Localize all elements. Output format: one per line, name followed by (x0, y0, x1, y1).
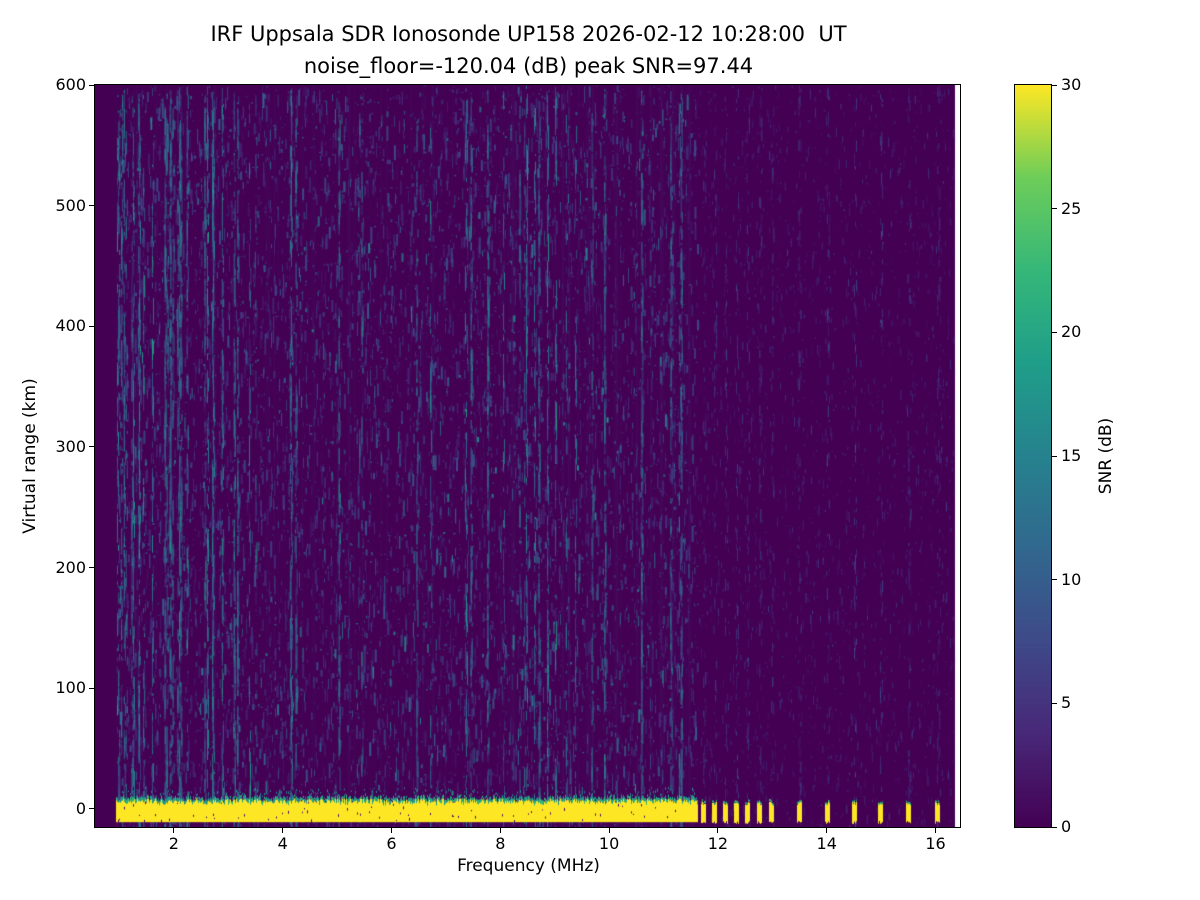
x-tick-mark (608, 828, 610, 833)
x-tick-mark (826, 828, 828, 833)
colorbar-tick-mark (1052, 702, 1057, 704)
x-tick-label: 4 (277, 834, 288, 853)
y-tick-mark (89, 808, 94, 810)
colorbar-tick-mark (1052, 331, 1057, 333)
x-tick-label: 6 (386, 834, 397, 853)
y-tick-label: 500 (55, 195, 86, 215)
x-tick-mark (935, 828, 937, 833)
y-tick-mark (89, 325, 94, 327)
chart-title: IRF Uppsala SDR Ionosonde UP158 2026-02-… (95, 18, 962, 82)
x-tick-label: 12 (707, 834, 729, 853)
chart-title-line1: IRF Uppsala SDR Ionosonde UP158 2026-02-… (210, 22, 847, 46)
colorbar-tick-mark (1052, 455, 1057, 457)
y-tick-mark (89, 687, 94, 689)
y-tick-label: 400 (55, 316, 86, 336)
colorbar-tick-mark (1052, 579, 1057, 581)
y-tick-label: 600 (55, 75, 86, 94)
y-tick-mark (89, 446, 94, 448)
x-tick-label: 16 (925, 834, 946, 853)
x-tick-label: 14 (816, 834, 837, 853)
x-axis-label: Frequency (MHz) (457, 856, 600, 876)
x-tick-label: 8 (495, 834, 506, 853)
chart-title-line2: noise_floor=-120.04 (dB) peak SNR=97.44 (303, 54, 754, 78)
y-tick-mark (89, 205, 94, 207)
x-tick-mark (282, 828, 284, 833)
colorbar-tick-label: 20 (1061, 322, 1082, 342)
x-tick-mark (499, 828, 501, 833)
x-tick-mark (173, 828, 175, 833)
colorbar-tick-mark (1052, 826, 1057, 828)
colorbar-tick-label: 30 (1061, 75, 1082, 94)
colorbar-gradient-canvas (1015, 85, 1051, 827)
y-tick-label: 300 (55, 436, 86, 456)
y-tick-mark (89, 567, 94, 569)
x-tick-label: 10 (598, 834, 620, 853)
colorbar-tick-mark (1052, 84, 1057, 86)
plot-area (94, 84, 961, 828)
colorbar-tick-label: 25 (1061, 198, 1082, 218)
colorbar-tick-label: 10 (1061, 569, 1082, 589)
ionogram-heatmap-canvas (95, 85, 960, 827)
colorbar-tick-label: 0 (1061, 817, 1072, 836)
y-tick-label: 0 (75, 798, 86, 818)
x-tick-label: 2 (168, 834, 179, 853)
y-tick-mark (89, 84, 94, 86)
colorbar-tick-label: 5 (1061, 693, 1072, 713)
x-tick-mark (390, 828, 392, 833)
colorbar-tick-label: 15 (1061, 446, 1082, 465)
x-tick-mark (717, 828, 719, 833)
y-tick-label: 100 (55, 678, 86, 698)
colorbar (1014, 84, 1052, 828)
colorbar-tick-mark (1052, 208, 1057, 210)
y-tick-label: 200 (55, 557, 86, 577)
